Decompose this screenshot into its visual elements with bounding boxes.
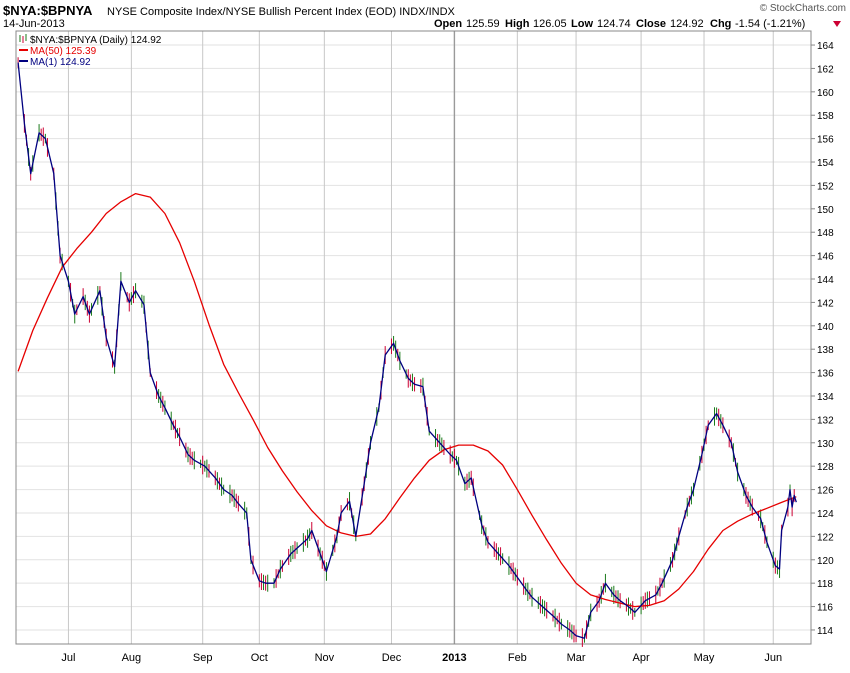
x-tick-label: Jul [61,652,75,664]
x-tick-label: Nov [315,652,335,664]
y-tick-label: 114 [817,626,833,637]
x-tick-label: Dec [382,652,402,664]
low-value: 124.74 [597,18,631,30]
x-tick-label: Aug [122,652,142,664]
plot-frame [15,30,812,645]
ma1-line [17,62,797,639]
y-tick-label: 138 [817,345,834,356]
legend-entry: MA(50) 125.39 [30,46,97,57]
ma50-line [17,192,797,608]
y-tick-label: 144 [817,275,834,286]
y-tick-label: 154 [817,158,834,169]
y-tick-label: 152 [817,181,834,192]
y-tick-label: 116 [817,603,833,614]
x-tick-label: Apr [633,652,650,664]
y-tick-label: 130 [817,439,834,450]
high-value: 126.05 [533,18,567,30]
y-tick-label: 142 [817,298,834,309]
chart-symbol: $NYA:$BPNYA [3,3,93,18]
y-tick-label: 128 [817,462,834,473]
close-value: 124.92 [670,18,704,30]
close-label: Close [636,18,666,30]
y-tick-label: 148 [817,228,834,239]
chart-description: NYSE Composite Index/NYSE Bullish Percen… [107,6,456,18]
y-axis: 114 116 118 120 122 124 126 128 130 132 134 136 138 1… [811,41,834,637]
open-label: Open [434,18,462,30]
y-tick-label: 150 [817,205,834,216]
y-tick-label: 160 [817,88,834,99]
y-tick-label: 158 [817,111,834,122]
x-tick-label: Mar [567,652,586,664]
series-layer [17,57,797,647]
y-tick-label: 156 [817,135,834,146]
y-tick-label: 132 [817,415,834,426]
y-tick-label: 162 [817,64,834,75]
y-tick-label: 146 [817,252,834,263]
x-tick-label: 2013 [442,652,466,664]
y-tick-label: 136 [817,369,834,380]
y-tick-label: 126 [817,486,834,497]
chg-value: -1.54 (-1.21%) [735,18,805,30]
brand-label[interactable]: © StockCharts.com [760,3,846,14]
y-tick-label: 164 [817,41,834,52]
y-tick-label: 140 [817,322,834,333]
x-tick-label: Sep [193,652,213,664]
down-triangle-icon [833,21,841,27]
y-tick-label: 120 [817,556,834,567]
x-tick-label: Oct [251,652,268,664]
y-tick-label: 134 [817,392,834,403]
y-tick-label: 124 [817,509,834,520]
x-tick-label: Jun [764,652,782,664]
x-tick-label: Feb [508,652,527,664]
grid-layer [16,31,811,644]
y-tick-label: 122 [817,532,834,543]
chart-date: 14-Jun-2013 [3,18,65,30]
x-axis: Jul Aug Sep Oct Nov Dec 2013 Feb Mar Apr May Jun [61,652,782,664]
high-label: High [505,18,530,30]
chg-label: Chg [710,18,731,30]
y-tick-label: 118 [817,579,833,590]
low-label: Low [571,18,593,30]
open-value: 125.59 [466,18,500,30]
x-tick-label: May [694,652,715,664]
legend-entry: $NYA:$BPNYA (Daily) 124.92 [30,35,162,46]
legend-entry: MA(1) 124.92 [30,57,91,68]
ohlc-bars [17,57,795,647]
